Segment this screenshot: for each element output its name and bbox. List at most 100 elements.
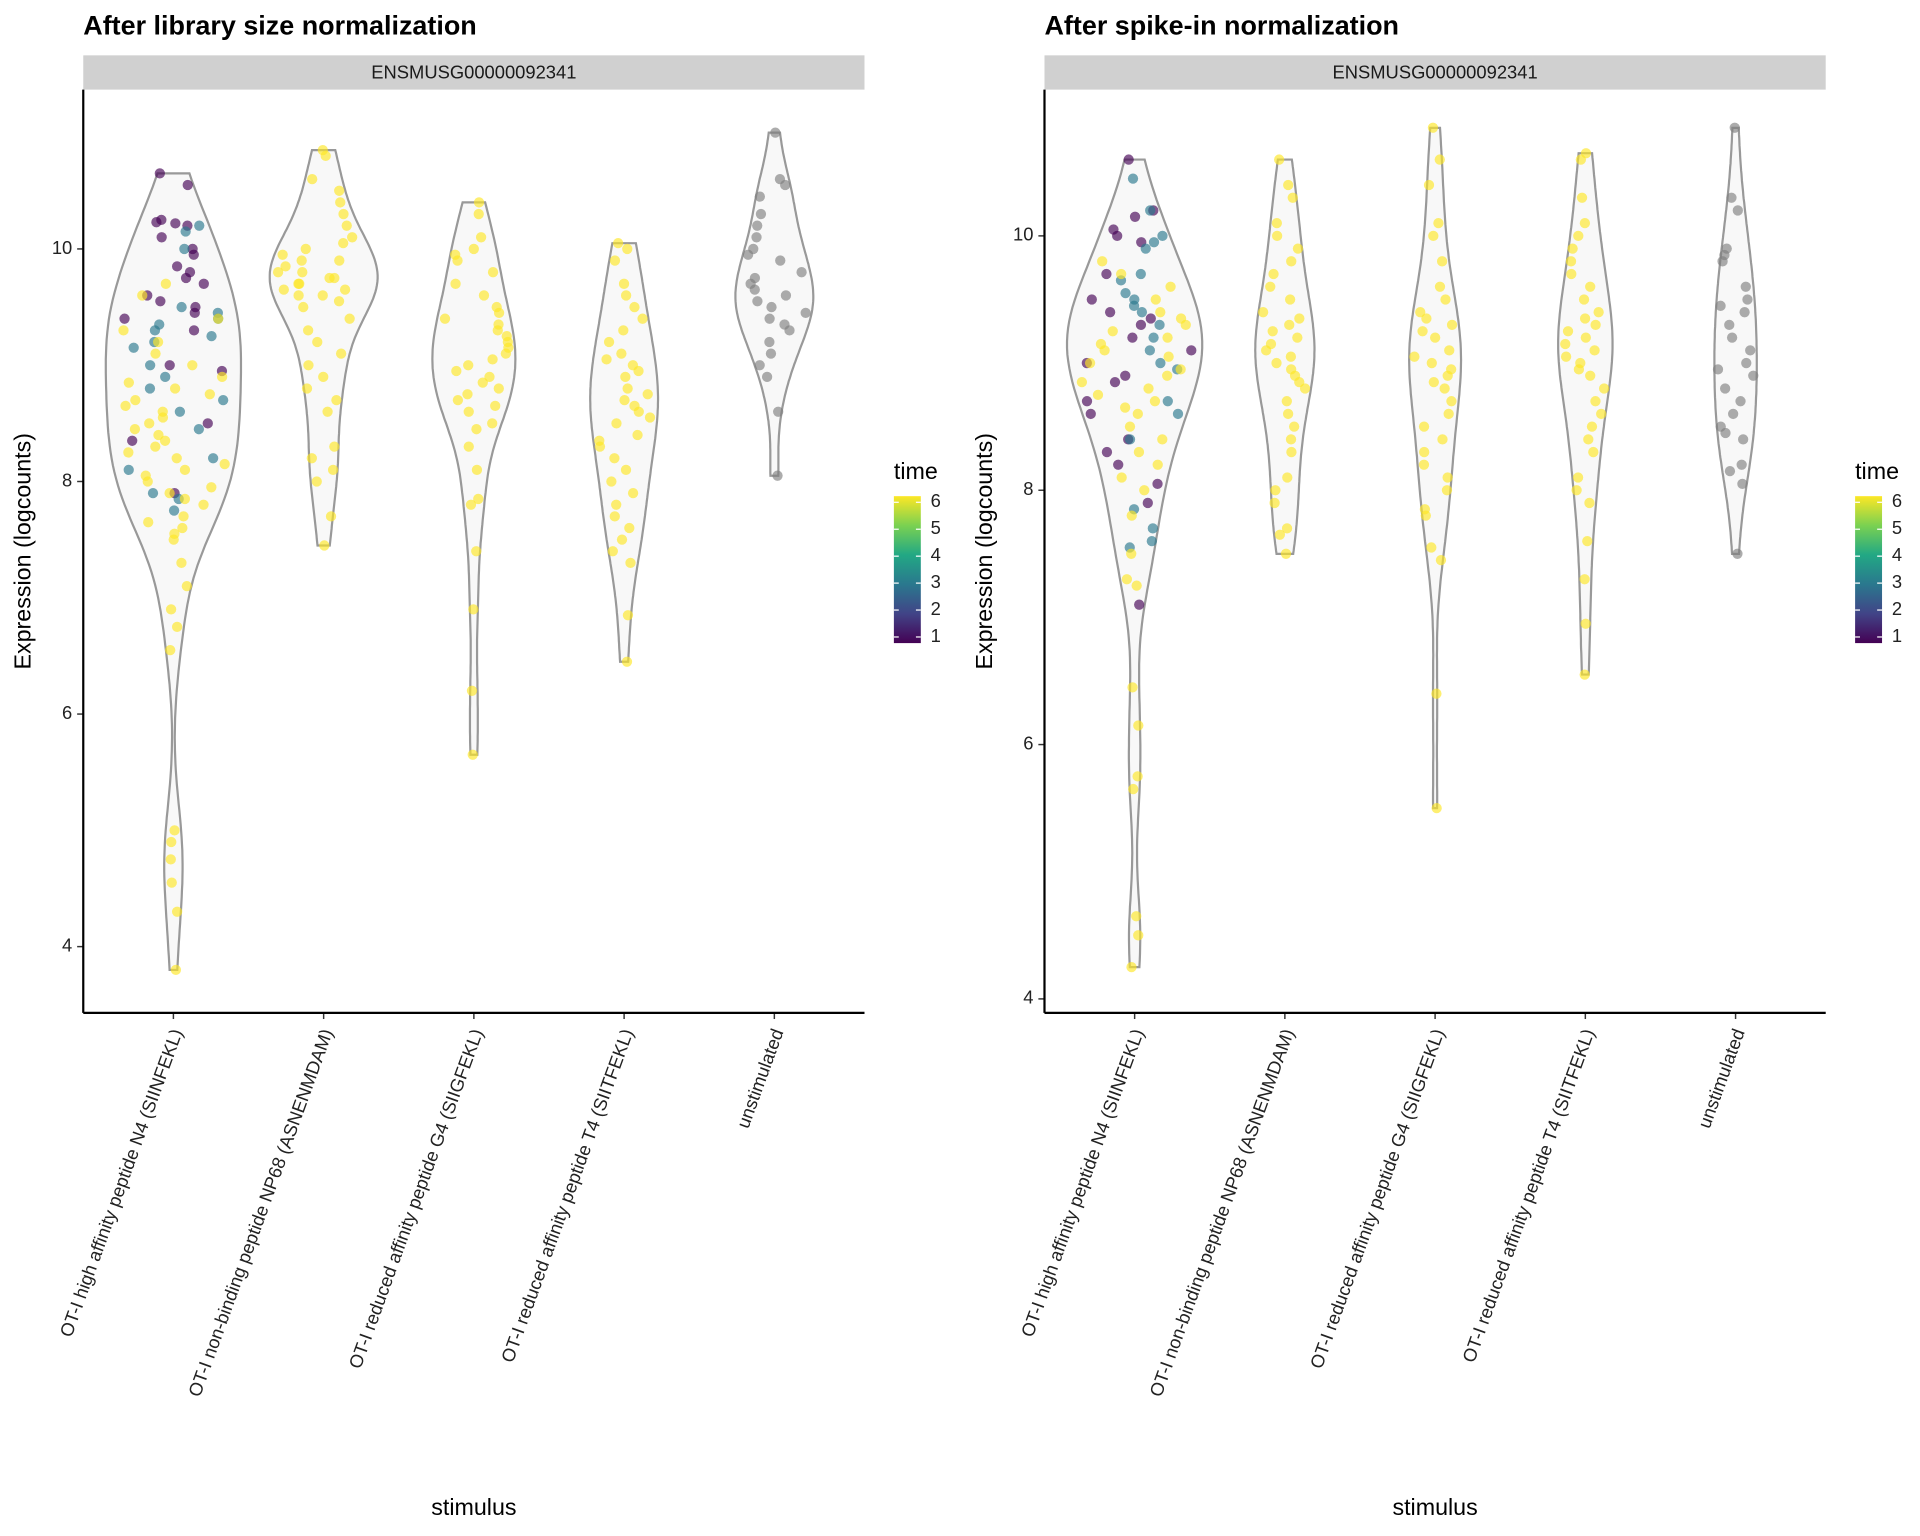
violin: [1254, 158, 1316, 555]
point: [296, 255, 307, 266]
point: [754, 360, 765, 371]
point: [784, 325, 795, 336]
point: [612, 237, 624, 249]
point: [1442, 472, 1453, 483]
point: [216, 371, 228, 382]
point: [1157, 230, 1168, 242]
point: [145, 360, 156, 371]
point: [1726, 192, 1737, 203]
point: [1580, 332, 1591, 343]
x-axis-title: stimulus: [1392, 1494, 1477, 1520]
point: [468, 604, 479, 615]
point: [1583, 434, 1594, 445]
point: [1131, 580, 1142, 591]
point: [463, 406, 474, 417]
point: [1423, 179, 1435, 191]
point: [1593, 307, 1604, 318]
point: [168, 505, 180, 516]
point: [168, 534, 179, 545]
point: [1126, 961, 1137, 973]
strip: [1044, 55, 1826, 90]
point: [339, 284, 351, 295]
point: [439, 313, 451, 324]
point: [1142, 497, 1153, 509]
point: [150, 441, 161, 452]
point: [312, 336, 323, 348]
point: [1442, 370, 1453, 381]
point: [1265, 338, 1277, 350]
point: [144, 418, 155, 429]
point: [188, 249, 199, 260]
point: [1740, 281, 1751, 292]
point: [1431, 688, 1442, 699]
point: [1560, 338, 1571, 350]
point: [1429, 332, 1441, 343]
point: [1742, 294, 1753, 305]
point: [1567, 243, 1578, 254]
point: [1444, 345, 1455, 356]
strip-label: ENSMUSG00000092341: [371, 62, 576, 83]
point: [475, 232, 487, 243]
point: [620, 464, 632, 476]
point: [1271, 357, 1282, 369]
point: [159, 435, 171, 446]
point: [1426, 542, 1437, 553]
point: [317, 290, 328, 301]
point: [1426, 357, 1437, 369]
point: [1726, 332, 1738, 343]
point: [1154, 319, 1165, 331]
point: [206, 482, 217, 493]
point: [629, 400, 640, 412]
point: [492, 325, 503, 336]
point: [176, 557, 187, 569]
point: [154, 168, 165, 179]
point: [1415, 307, 1426, 318]
point: [1739, 307, 1750, 318]
point: [619, 394, 630, 406]
point: [1186, 345, 1197, 356]
point: [1146, 535, 1157, 547]
point: [465, 499, 477, 510]
violin: [268, 149, 379, 547]
point: [1285, 351, 1297, 362]
point: [170, 218, 181, 229]
y-tick-label: 10: [52, 237, 72, 258]
point: [119, 313, 130, 324]
point: [1128, 783, 1139, 795]
point: [1162, 332, 1173, 343]
point: [1165, 281, 1176, 292]
point: [118, 325, 129, 336]
point: [1292, 243, 1304, 254]
point: [181, 581, 192, 592]
point: [1419, 446, 1430, 458]
point: [1421, 313, 1432, 324]
point: [1155, 357, 1166, 369]
point: [1162, 396, 1173, 407]
point: [1269, 497, 1280, 509]
point: [1175, 313, 1187, 324]
point: [278, 284, 289, 295]
point: [207, 453, 219, 464]
point: [180, 272, 192, 284]
point: [1590, 396, 1601, 407]
point: [1585, 281, 1596, 292]
point: [1092, 389, 1104, 400]
point: [194, 220, 205, 231]
point: [1579, 574, 1590, 585]
point: [123, 447, 134, 458]
x-tick-label: OT-I non-binding peptide NP68 (ASNENMDAM…: [1145, 1026, 1298, 1399]
point: [1735, 396, 1746, 407]
legend-title: time: [894, 458, 938, 484]
point: [1099, 345, 1110, 356]
point: [1286, 446, 1297, 458]
x-tick-label: OT-I reduced affinity peptide T4 (SIITFE…: [1458, 1026, 1599, 1365]
point: [1584, 497, 1595, 509]
y-tick-label: 8: [1023, 478, 1033, 499]
point: [607, 546, 618, 557]
point: [616, 348, 627, 359]
point: [1566, 268, 1577, 280]
point: [633, 365, 644, 377]
violin: [104, 172, 243, 972]
point: [179, 464, 191, 476]
point: [1107, 326, 1118, 337]
